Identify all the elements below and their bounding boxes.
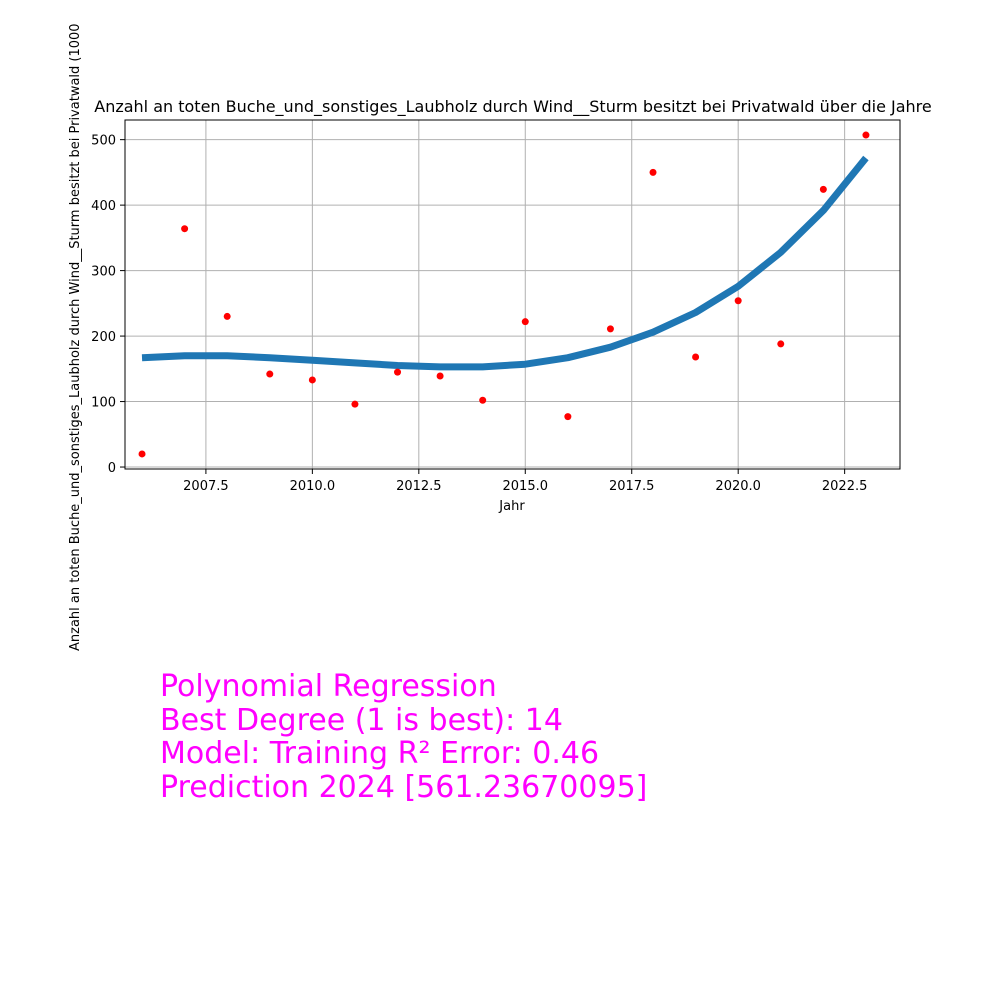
y-axis-ticks: 0 100 200 300 400 500 xyxy=(91,134,125,476)
chart-title: Anzahl an toten Buche_und_sonstiges_Laub… xyxy=(94,97,932,117)
data-point xyxy=(862,131,870,139)
x-tick-label: 2020.0 xyxy=(715,479,761,494)
x-tick-label: 2010.0 xyxy=(290,479,336,494)
x-axis-label: Jahr xyxy=(498,499,525,514)
grid xyxy=(125,120,900,469)
data-point xyxy=(521,318,529,326)
x-tick-label: 2017.5 xyxy=(609,479,655,494)
data-point xyxy=(819,185,827,193)
y-tick-label: 200 xyxy=(91,330,116,345)
axes-frame xyxy=(124,119,901,470)
regression-stats: Polynomial Regression Best Degree (1 is … xyxy=(160,670,647,804)
data-point xyxy=(777,340,785,348)
regression-line-layer xyxy=(141,155,869,371)
data-point xyxy=(351,400,359,408)
y-tick-label: 500 xyxy=(91,134,116,149)
y-tick-label: 0 xyxy=(108,461,116,476)
y-tick-label: 400 xyxy=(91,199,116,214)
data-point xyxy=(308,376,316,384)
data-point xyxy=(138,450,146,458)
x-axis-ticks: 2007.5 2010.0 2012.5 2015.0 2017.5 2020.0 2022… xyxy=(183,469,867,494)
data-point xyxy=(734,297,742,305)
x-tick-label: 2007.5 xyxy=(183,479,229,494)
data-point xyxy=(436,372,444,380)
data-point xyxy=(479,396,487,404)
data-point xyxy=(394,368,402,376)
stats-prediction: Prediction 2024 [561.23670095] xyxy=(160,769,648,805)
stats-method: Polynomial Regression xyxy=(160,669,497,704)
x-tick-label: 2015.0 xyxy=(503,479,549,494)
data-point xyxy=(564,413,572,421)
data-point xyxy=(266,370,274,378)
regression-line xyxy=(141,155,869,371)
x-tick-label: 2022.5 xyxy=(822,479,868,494)
stats-r2-error: Model: Training R² Error: 0.46 xyxy=(160,736,600,771)
data-point xyxy=(692,353,700,361)
data-point xyxy=(606,325,614,333)
y-tick-label: 300 xyxy=(91,265,116,280)
stats-best-degree: Best Degree (1 is best): 14 xyxy=(160,702,563,738)
y-tick-label: 100 xyxy=(91,396,116,411)
data-points-layer xyxy=(138,131,870,458)
data-point xyxy=(649,168,657,176)
data-point xyxy=(223,312,231,320)
y-axis-label: Anzahl an toten Buche_und_sonstiges_Laub… xyxy=(68,23,83,651)
x-tick-label: 2012.5 xyxy=(396,479,442,494)
data-point xyxy=(181,225,189,233)
